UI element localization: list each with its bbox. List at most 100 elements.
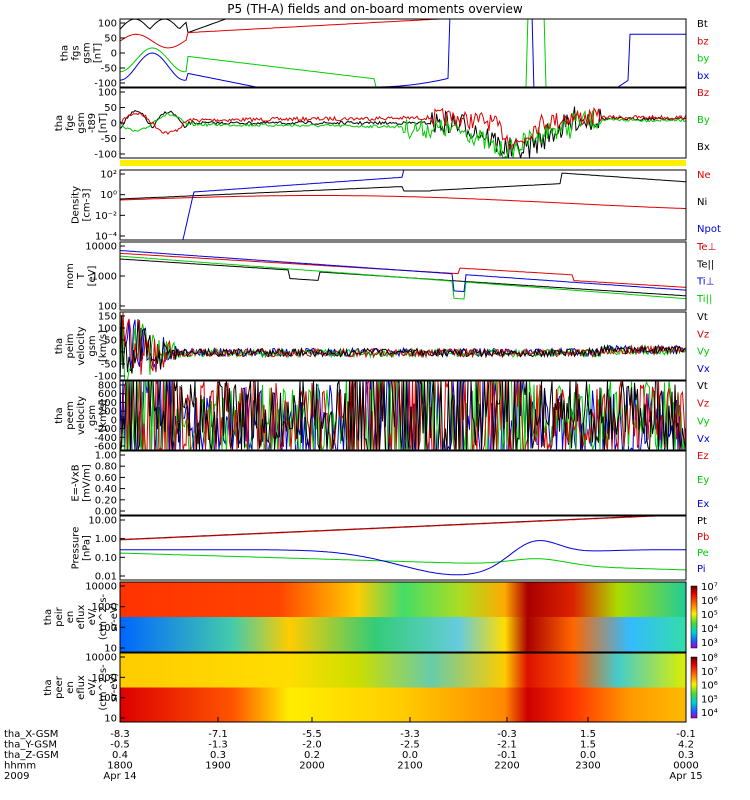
y-label-line: peem — [65, 401, 76, 429]
legend-entry: Pb — [697, 532, 709, 543]
y-tick-label: 400 — [98, 398, 117, 409]
x-row-label: tha_X-GSM — [4, 729, 58, 740]
y-label-line: fgs — [71, 45, 82, 60]
legend-entry: Ti⊥ — [696, 277, 714, 288]
legend-entry: Vx — [697, 364, 710, 375]
y-tick-label: 0.20 — [95, 495, 117, 506]
y-label-line: gsm — [87, 405, 98, 426]
panel-frame — [119, 241, 687, 311]
y-tick-label: 10 — [104, 714, 117, 725]
y-tick-label: 1000 — [92, 602, 117, 613]
y-axis-label: Density [cm-3] — [71, 186, 93, 224]
series-line — [120, 312, 686, 375]
panel-9: 10000 1000 100 10 tha peir en eflux eV/(cm^2-s-s… — [43, 581, 718, 655]
y-label-line: en — [65, 681, 76, 694]
y-tick-label: 100 — [98, 302, 117, 313]
y-tick-label: 0.60 — [95, 473, 117, 484]
x-tick-label: -1.3 — [208, 740, 228, 751]
y-tick-label: -50 — [101, 360, 117, 371]
x-tick-label: 0000 — [673, 761, 698, 772]
x-tick-label: -0.5 — [110, 740, 130, 751]
series-line — [120, 19, 449, 49]
x-tick-label: 2100 — [397, 761, 422, 772]
x-tick-label: 1.5 — [580, 729, 596, 740]
panel-frame — [119, 652, 687, 723]
panel-plot-area — [120, 250, 686, 300]
y-tick-label: 10⁻² — [95, 211, 117, 222]
y-label-line: eV/ — [87, 608, 98, 625]
legend-entry: Vy — [697, 416, 710, 427]
y-label-line: [nT] — [98, 113, 109, 133]
y-label-line: [km/s] — [98, 399, 109, 431]
series-line — [120, 552, 686, 571]
y-label-line: [nT] — [93, 43, 104, 63]
colorbar-label: 10³ — [701, 638, 718, 649]
x-tick-label: Apr 14 — [103, 771, 136, 782]
y-axis-label: Pressure [nPa] — [71, 527, 93, 570]
legend-entry: Pe — [697, 548, 709, 559]
y-tick-label: 10.00 — [88, 516, 117, 527]
legend-entry: Bz — [697, 88, 709, 99]
legend-entry: Pt — [697, 516, 707, 527]
y-axis-label: tha peim velocity gsm [km/s] — [54, 326, 109, 365]
series-line — [120, 106, 686, 158]
x-tick-label: 1800 — [107, 761, 132, 772]
x-row-label: hhmm — [4, 761, 36, 772]
legend-entry: bz — [697, 36, 709, 47]
panel-2: 100 50 0 -50 -100 tha fge gsm -t89 [nT] Bz By Bx — [54, 87, 710, 161]
y-tick-label: 50 — [104, 34, 117, 45]
y-tick-label: 0.10 — [95, 553, 117, 564]
panel-plot-area — [120, 653, 686, 722]
legend-entry: bx — [697, 71, 709, 82]
x-tick-label: -2.0 — [302, 740, 322, 751]
panel-1: 100 50 0 -50 -100 tha fgs gsm [nT] Bt bz by bx — [60, 18, 709, 90]
y-tick-label: 0 — [111, 348, 117, 359]
chart-title: P5 (TH-A) fields and on-board moments ov… — [227, 2, 523, 16]
y-tick-label: -50 — [101, 134, 117, 145]
y-label-line: [mV/m] — [82, 464, 93, 502]
series-line — [120, 381, 686, 450]
panel-frame — [119, 380, 687, 451]
legend-entry: Ez — [697, 451, 709, 462]
y-tick-label: 200 — [98, 407, 117, 418]
y-label-line: tha — [43, 679, 54, 695]
x-tick-label: 2000 — [299, 761, 324, 772]
legend-entry: Ex — [697, 499, 709, 510]
legend-entry: by — [697, 54, 709, 65]
panel-plot-area — [120, 312, 686, 380]
panel-plot-area — [120, 170, 686, 240]
series-line — [120, 312, 686, 380]
series-line — [120, 195, 686, 209]
panel-frame — [119, 450, 687, 516]
series-line — [182, 170, 405, 240]
y-label-line: peer — [54, 675, 65, 699]
panel-plot-area — [120, 381, 686, 450]
y-label-line: (cm^2-s- — [98, 664, 109, 711]
legend-entry: Ti|| — [696, 294, 712, 305]
x-tick-label: 0.4 — [112, 750, 128, 761]
y-label-line: mom — [65, 263, 76, 289]
colorbar-label: 10⁴ — [701, 708, 718, 719]
x-tick-label: -3.3 — [400, 729, 420, 740]
y-tick-label: 0.40 — [95, 484, 117, 495]
y-label-line: peir — [54, 606, 65, 626]
colorbar-label: 10⁶ — [701, 596, 718, 607]
colorbar-label: 10⁵ — [701, 694, 718, 705]
series-line — [120, 516, 669, 541]
x-tick-label: Apr 15 — [669, 771, 702, 782]
colorbar-label: 10⁷ — [701, 667, 718, 678]
series-line — [120, 109, 686, 158]
y-tick-label: 1.00 — [95, 534, 117, 545]
y-axis-label: E=-VxB [mV/m] — [71, 464, 93, 502]
y-tick-label: 10² — [100, 170, 117, 181]
x-row-label: 2009 — [4, 771, 29, 782]
x-tick-label: 2200 — [494, 761, 519, 772]
y-label-line: sr-eV) — [109, 673, 120, 702]
x-tick-label: -0.3 — [497, 729, 517, 740]
x-tick-label: -2.5 — [400, 740, 420, 751]
colorbar — [690, 585, 698, 649]
